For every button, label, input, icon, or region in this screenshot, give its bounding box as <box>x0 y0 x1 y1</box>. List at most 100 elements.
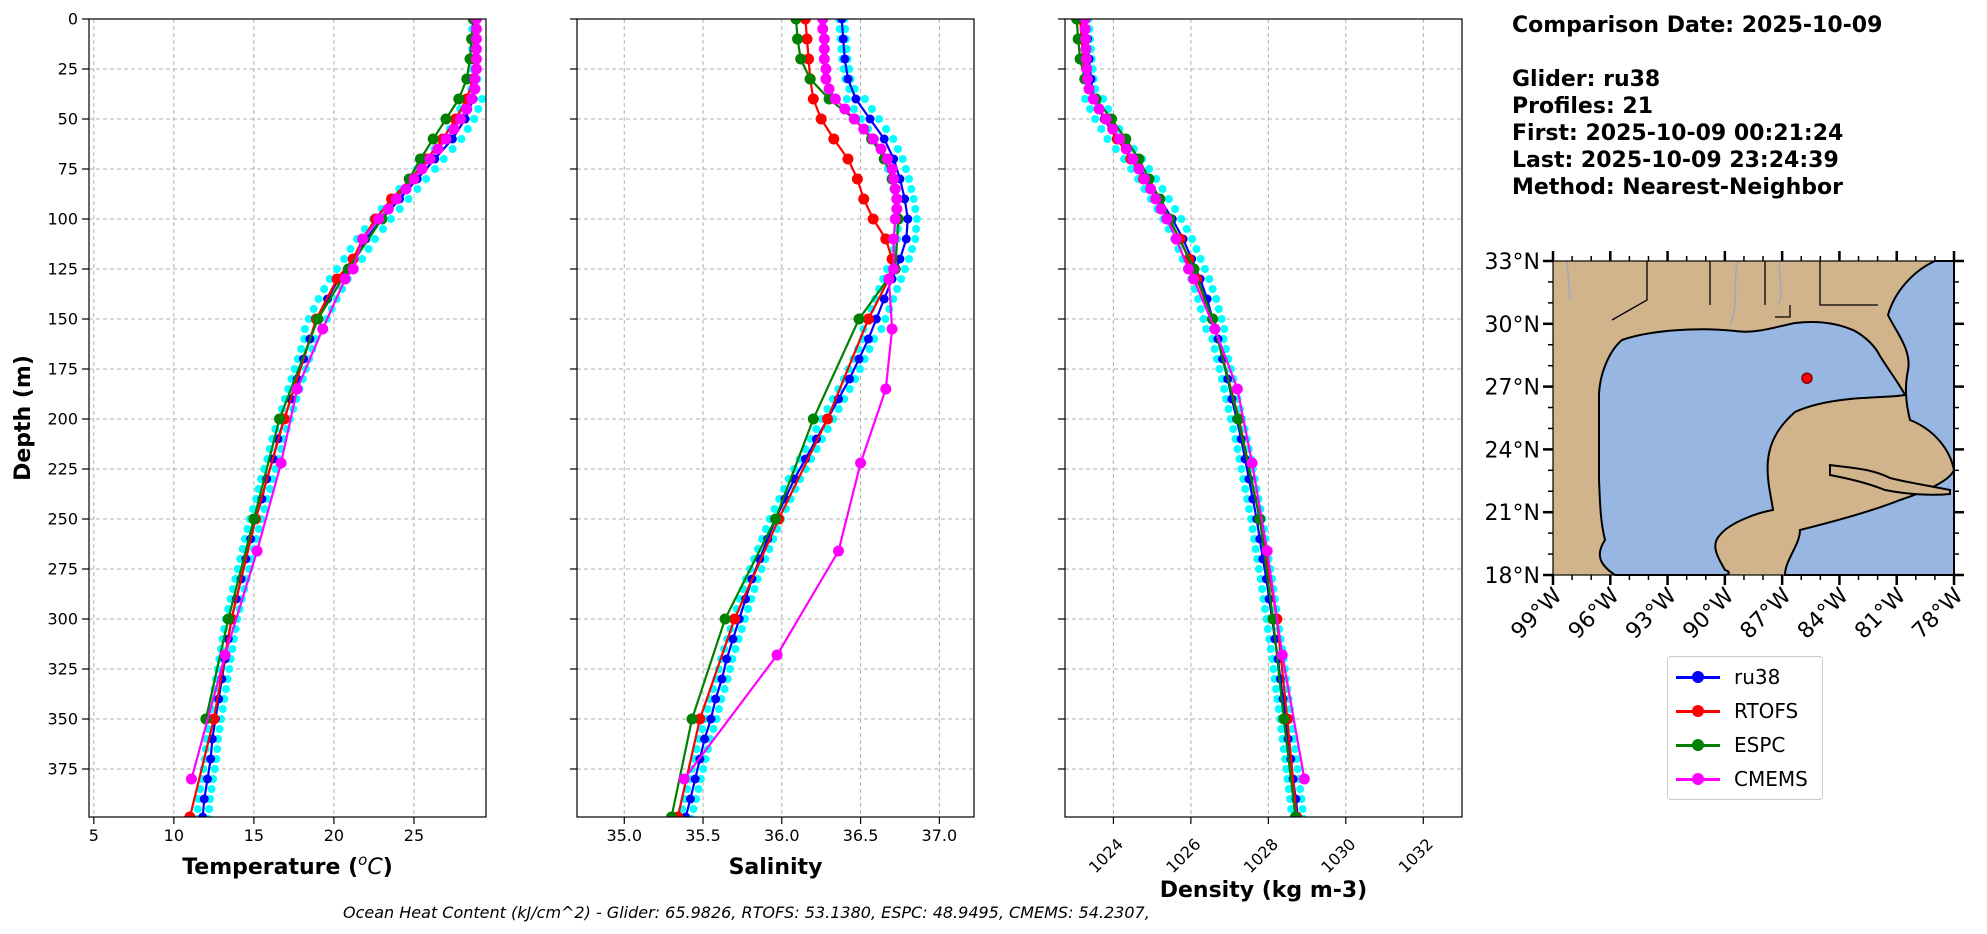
legend-label-rtofs: RTOFS <box>1734 699 1799 723</box>
data-point-cmems <box>880 383 892 395</box>
glider-profile-point <box>912 215 921 223</box>
data-point-rtofs <box>880 233 892 245</box>
x-tick-label: 35.0 <box>606 826 642 845</box>
glider-profile-point <box>457 135 466 143</box>
glider-profile-point <box>1188 235 1197 243</box>
series-espc <box>1071 19 1301 817</box>
lat-label: 18°N <box>1485 564 1540 589</box>
glider-profile-point <box>290 365 299 373</box>
data-point-cmems <box>888 233 900 245</box>
data-point-ru38 <box>895 254 905 264</box>
glider-profile-point <box>904 175 913 183</box>
data-point-cmems <box>818 43 830 55</box>
data-point-cmems <box>448 123 460 135</box>
series-cmems <box>185 19 482 785</box>
glider-profile-point <box>1298 805 1307 813</box>
data-point-cmems <box>1079 19 1091 25</box>
data-point-espc <box>453 93 465 105</box>
data-point-cmems <box>382 203 394 215</box>
data-point-rtofs <box>821 413 833 425</box>
data-point-cmems <box>1114 133 1126 145</box>
data-point-cmems <box>317 323 329 335</box>
rivers <box>1566 260 1782 327</box>
data-point-ru38 <box>854 354 864 364</box>
glider-profile-point <box>1237 465 1246 473</box>
glider-profile-point <box>228 645 237 653</box>
glider-profile-point <box>1263 625 1272 633</box>
glider-profile-point <box>404 195 413 203</box>
lon-label: 96°W <box>1564 583 1625 644</box>
plot-frame <box>576 18 975 818</box>
glider-profile-point <box>893 145 902 153</box>
glider-profile-point <box>714 705 723 713</box>
data-point-cmems <box>858 123 870 135</box>
legend-marker-cmems <box>1692 773 1704 785</box>
glider-profile-point <box>1215 365 1224 373</box>
data-point-espc <box>248 513 260 525</box>
glider-profile-point <box>254 525 263 533</box>
data-point-cmems <box>470 43 482 55</box>
method: Method: Nearest-Neighbor <box>1512 175 1843 200</box>
data-point-cmems <box>470 33 482 45</box>
glider-profile-point <box>911 235 920 243</box>
glider-profile-point <box>694 785 703 793</box>
glider-profile-point <box>737 625 746 633</box>
data-point-cmems <box>1083 83 1095 95</box>
glider-profile-point <box>812 425 821 433</box>
glider-profile-point <box>1182 225 1191 233</box>
y-tick-label: 75 <box>58 160 78 179</box>
data-point-ru38 <box>690 774 700 784</box>
lon-label: 84°W <box>1793 583 1854 644</box>
data-point-cmems <box>1080 43 1092 55</box>
data-point-ru38 <box>206 754 216 764</box>
glider-profile-point <box>823 405 832 413</box>
glider-profile-point <box>370 235 379 243</box>
plot-frame <box>1064 18 1463 818</box>
data-point-cmems <box>1209 323 1221 335</box>
ocean-heat-content: Ocean Heat Content (kJ/cm^2) - Glider: 6… <box>343 903 1150 922</box>
state-borders <box>1611 261 1878 321</box>
glider-profile-point <box>422 175 431 183</box>
glider-profile-point <box>1214 305 1223 313</box>
data-point-cmems <box>357 233 369 245</box>
data-point-ru38 <box>681 812 691 817</box>
x-axis-label-superscript: o <box>358 851 367 869</box>
atlantic-ocean <box>1783 260 1956 576</box>
glider-profile-point <box>193 805 202 813</box>
glider-name: Glider: ru38 <box>1512 67 1661 92</box>
data-point-ru38 <box>903 214 913 224</box>
glider-profile-point <box>1245 505 1254 513</box>
data-point-cmems <box>424 153 436 165</box>
glider-profile-point <box>909 195 918 203</box>
gridlines <box>577 18 974 817</box>
glider-profile-point <box>699 765 708 773</box>
data-point-cmems <box>881 153 893 165</box>
data-point-cmems <box>1093 103 1105 115</box>
glider-profile-point <box>1158 185 1167 193</box>
glider-profile-point <box>865 345 874 353</box>
glider-profile-point <box>845 385 854 393</box>
data-point-cmems <box>339 273 351 285</box>
glider-profile-point <box>1258 585 1267 593</box>
x-tick-label: 1024 <box>1085 835 1127 877</box>
data-point-cmems <box>470 19 482 25</box>
data-point-cmems <box>848 113 860 125</box>
data-point-cmems <box>1120 143 1132 155</box>
glider-profile-point <box>346 245 355 253</box>
data-point-cmems <box>1161 213 1173 225</box>
data-point-cmems <box>1087 93 1099 105</box>
x-tick-label: 1030 <box>1317 835 1359 877</box>
data-point-ru38 <box>202 774 212 784</box>
glider-profile-point <box>1282 765 1291 773</box>
data-point-cmems <box>408 173 420 185</box>
glider-profile-point <box>1196 305 1205 313</box>
y-tick-label: 200 <box>47 410 78 429</box>
glider-profile-point <box>386 215 395 223</box>
glider-profile-point <box>218 705 227 713</box>
glider-profile-point <box>1220 385 1229 393</box>
glider-profile-point <box>725 665 734 673</box>
data-point-ru38 <box>840 54 850 64</box>
data-point-cmems <box>823 83 835 95</box>
glider-profile-point <box>875 115 884 123</box>
